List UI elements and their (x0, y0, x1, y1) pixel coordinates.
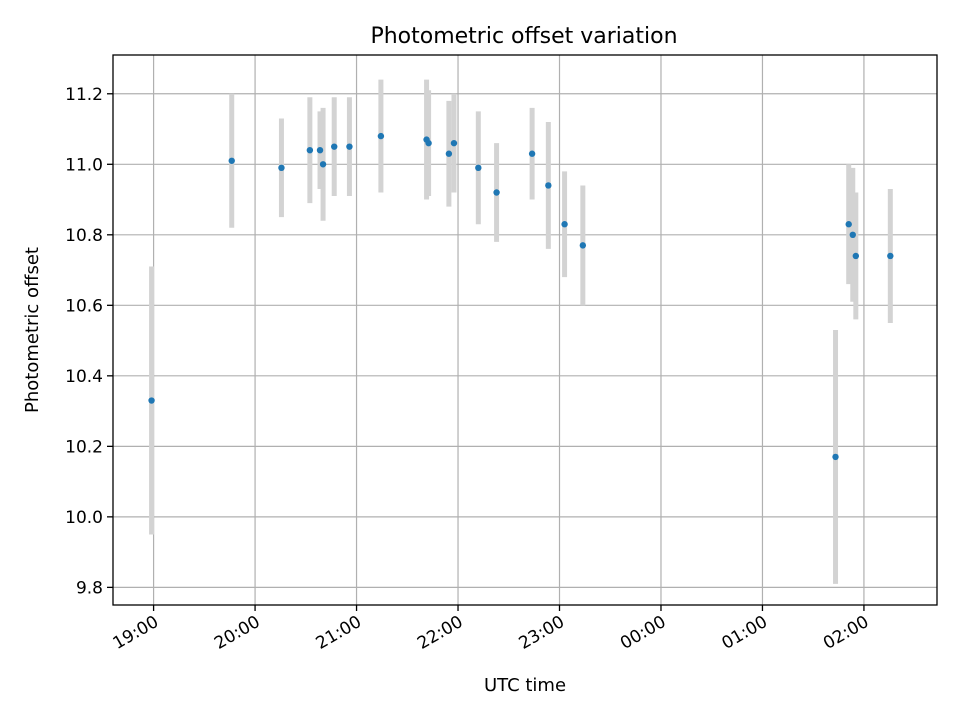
y-tick-label: 11.2 (65, 85, 103, 105)
x-tick-label: 20:00 (211, 612, 263, 654)
data-point (377, 132, 385, 140)
data-point (579, 242, 587, 249)
data-point (561, 221, 568, 228)
data-point (331, 143, 338, 150)
data-point (852, 252, 860, 260)
data-point (425, 139, 432, 147)
data-point (278, 164, 285, 172)
data-point (545, 182, 552, 189)
data-point (475, 164, 482, 172)
y-tick-label: 11.0 (65, 155, 103, 175)
y-tick-label: 10.0 (65, 508, 103, 528)
x-tick-label: 02:00 (820, 612, 872, 654)
x-axis-label: UTC time (484, 675, 566, 696)
x-tick-label: 01:00 (719, 612, 771, 654)
data-point (148, 397, 155, 404)
y-tick-label: 10.2 (65, 437, 103, 457)
data-point (228, 157, 235, 164)
data-point (445, 150, 453, 157)
x-tick-label: 22:00 (414, 612, 466, 654)
data-point (887, 252, 894, 260)
y-tick-label: 10.4 (65, 367, 103, 387)
data-point (528, 150, 536, 157)
x-tick-label: 19:00 (110, 612, 162, 654)
error-bars (149, 79, 893, 584)
y-tick-label: 10.6 (65, 296, 103, 316)
data-point (493, 189, 500, 196)
data-point (319, 161, 327, 168)
data-point (845, 221, 852, 228)
data-point (849, 231, 856, 239)
axis-ticks: 19:00 20:00 21:00 22:00 23:00 00:00 01:00 02:00… (65, 85, 872, 654)
data-point (316, 146, 324, 154)
x-tick-label: 21:00 (313, 612, 365, 654)
data-point (346, 143, 353, 150)
y-axis-label: Photometric offset (22, 247, 43, 413)
x-tick-label: 23:00 (516, 612, 568, 654)
data-point (450, 139, 458, 147)
x-tick-label: 00:00 (617, 612, 669, 654)
data-point (306, 146, 314, 154)
grid (113, 55, 937, 605)
y-tick-label: 9.8 (76, 578, 103, 598)
y-tick-label: 10.8 (65, 226, 103, 246)
plot-frame (112, 54, 938, 606)
chart-title: Photometric offset variation (370, 24, 677, 49)
data-points (148, 132, 894, 461)
data-point (832, 453, 839, 461)
